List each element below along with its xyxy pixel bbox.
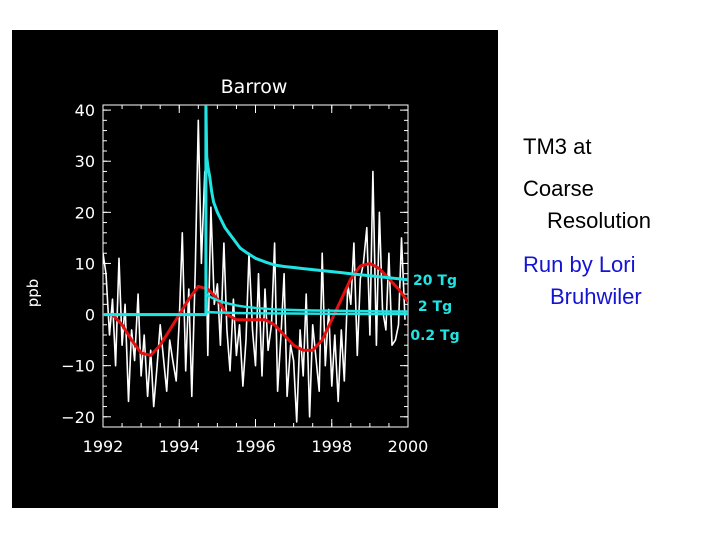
plot-svg: 1992 1994 1996 1998 2000 −20 −10 0 10 20 30 40 20 T… xyxy=(24,76,460,456)
side-note-model: TM3 at xyxy=(523,134,592,159)
x-tick-label: 1994 xyxy=(159,437,200,456)
plot-axes: 1992 1994 1996 1998 2000 −20 −10 0 10 20 30 40 xyxy=(61,101,428,456)
x-tick-label: 1996 xyxy=(235,437,276,456)
y-tick-label: 40 xyxy=(75,101,95,120)
plot-series xyxy=(103,105,408,423)
series-label-3: 20 Tg xyxy=(413,273,457,289)
side-note-resolution: Resolution xyxy=(547,208,651,233)
side-note-credit-name: Bruhwiler xyxy=(550,284,642,309)
series-label-4: 2 Tg xyxy=(418,299,452,315)
x-tick-label: 1998 xyxy=(311,437,352,456)
side-note-credit: Run by Lori xyxy=(523,252,636,277)
series-line-4 xyxy=(103,292,408,316)
side-note-coarse: Coarse xyxy=(523,176,594,201)
x-tick-label: 1992 xyxy=(83,437,124,456)
chart-title: Barrow xyxy=(221,76,288,98)
y-tick-label: 20 xyxy=(75,203,95,222)
series-line-5 xyxy=(103,310,408,316)
series-label-5: 0.2 Tg xyxy=(410,328,459,344)
series-line-1 xyxy=(103,119,406,423)
plot-panel: 1992 1994 1996 1998 2000 −20 −10 0 10 20 30 40 20 T… xyxy=(12,30,498,508)
y-tick-label: 0 xyxy=(85,306,95,325)
series-line-2 xyxy=(103,261,408,357)
x-tick-label: 2000 xyxy=(388,437,429,456)
y-tick-label: −20 xyxy=(61,408,95,427)
y-axis-label: ppb xyxy=(24,279,42,308)
y-tick-label: 10 xyxy=(75,254,95,273)
series-labels: 20 Tg 2 Tg 0.2 Tg xyxy=(410,273,459,344)
y-tick-label: −10 xyxy=(61,357,95,376)
y-tick-label: 30 xyxy=(75,152,95,171)
series-line-3 xyxy=(103,105,408,317)
